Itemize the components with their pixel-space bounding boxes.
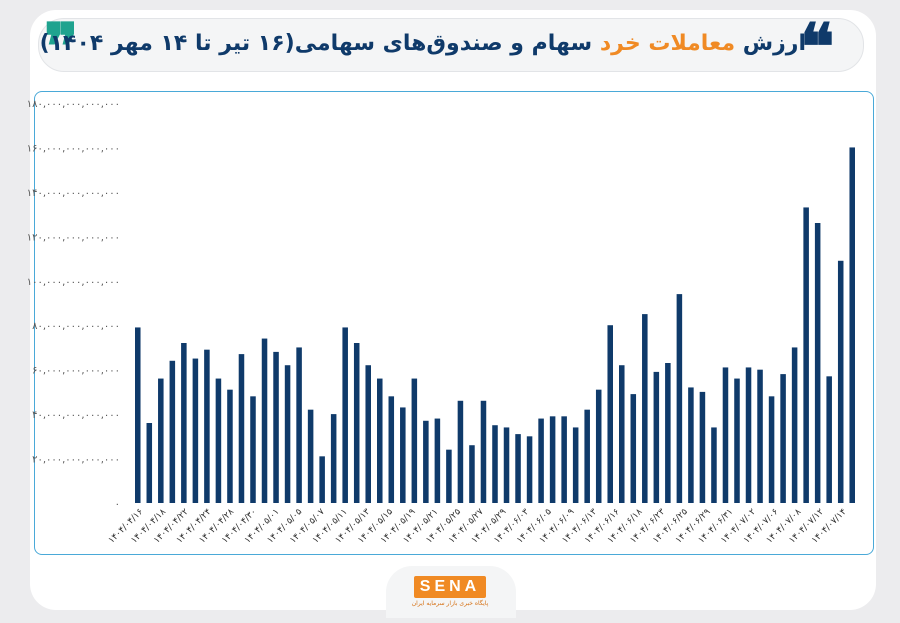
y-tick-label: ۱۸۰,۰۰۰,۰۰۰,۰۰۰,۰۰۰ [27, 99, 120, 110]
bar [688, 387, 694, 503]
quote-open-icon: ❞ [44, 10, 79, 85]
bar [284, 365, 291, 503]
bar [699, 391, 706, 503]
y-tick-label: ۱۴۰,۰۰۰,۰۰۰,۰۰۰,۰۰۰ [27, 188, 120, 199]
bar [549, 416, 556, 503]
bar [665, 363, 671, 503]
bar [803, 207, 809, 503]
bar [711, 427, 717, 503]
bar [434, 418, 441, 503]
bar [457, 400, 464, 503]
bar [826, 376, 832, 503]
bar [745, 367, 752, 503]
bar [734, 378, 740, 503]
bar [158, 378, 164, 503]
bar [480, 400, 487, 503]
bar [307, 409, 314, 503]
bar [791, 347, 798, 503]
bar [607, 325, 613, 503]
bar [353, 343, 360, 503]
title-accent: معاملات خرد [599, 31, 736, 56]
bar [561, 416, 567, 503]
bar [595, 389, 602, 503]
bar [135, 327, 141, 503]
bar [411, 378, 418, 503]
bar [780, 374, 786, 503]
bar [261, 338, 268, 503]
y-tick-label: ۸۰,۰۰۰,۰۰۰,۰۰۰,۰۰۰ [32, 321, 120, 332]
y-tick-label: ۰ [115, 499, 120, 510]
bar [169, 360, 176, 503]
bar [722, 367, 729, 503]
bar [330, 414, 337, 503]
bar [204, 349, 210, 503]
y-tick-label: ۱۲۰,۰۰۰,۰۰۰,۰۰۰,۰۰۰ [27, 232, 120, 243]
bar [192, 358, 199, 503]
bar [572, 427, 579, 503]
y-tick-label: ۶۰,۰۰۰,۰۰۰,۰۰۰,۰۰۰ [32, 366, 120, 377]
title-banner [38, 18, 864, 72]
y-tick-label: ۴۰,۰۰۰,۰۰۰,۰۰۰,۰۰۰ [32, 410, 120, 421]
bar [630, 394, 637, 503]
bar [388, 396, 395, 503]
bar [273, 351, 279, 503]
sena-logo: SENA [414, 576, 486, 598]
quote-close-icon: ❝ [800, 10, 835, 85]
bar [377, 378, 383, 503]
bar [296, 347, 302, 503]
title-part-2: سهام و صندوق‌های سهامی(۱۶ تیر تا ۱۴ مهر … [39, 31, 593, 56]
bar [238, 354, 245, 503]
bar [526, 436, 533, 503]
y-tick-label: ۱۰۰,۰۰۰,۰۰۰,۰۰۰,۰۰۰ [27, 277, 120, 288]
bar [849, 147, 855, 503]
bar [676, 294, 683, 503]
bar [446, 449, 452, 503]
bar [250, 396, 256, 503]
bar [814, 223, 821, 503]
bar [642, 314, 648, 503]
bar [469, 445, 475, 503]
bar [757, 369, 763, 503]
y-tick-label: ۱۶۰,۰۰۰,۰۰۰,۰۰۰,۰۰۰ [27, 143, 120, 154]
bar [423, 420, 429, 503]
bar [227, 389, 233, 503]
title-part-1: ارزش [742, 31, 806, 56]
bar [365, 365, 371, 503]
bar [342, 327, 348, 503]
y-tick-label: ۲۰,۰۰۰,۰۰۰,۰۰۰,۰۰۰ [32, 455, 120, 466]
bar [181, 343, 187, 503]
bar [653, 371, 660, 503]
bar [215, 378, 222, 503]
bar [768, 396, 775, 503]
bar [837, 260, 844, 503]
logo-text: SENA [419, 578, 481, 595]
bar [319, 456, 325, 503]
bar [584, 409, 590, 503]
bar [538, 418, 544, 503]
bar [146, 423, 153, 503]
logo-tagline: پایگاه خبری بازار سرمایه ایران [411, 600, 489, 607]
chart-title: ارزش معاملات خرد سهام و صندوق‌های سهامی(… [40, 24, 806, 64]
bar [492, 425, 498, 503]
bar [400, 407, 406, 503]
bar [515, 434, 521, 503]
bar [619, 365, 625, 503]
bar [503, 427, 510, 503]
